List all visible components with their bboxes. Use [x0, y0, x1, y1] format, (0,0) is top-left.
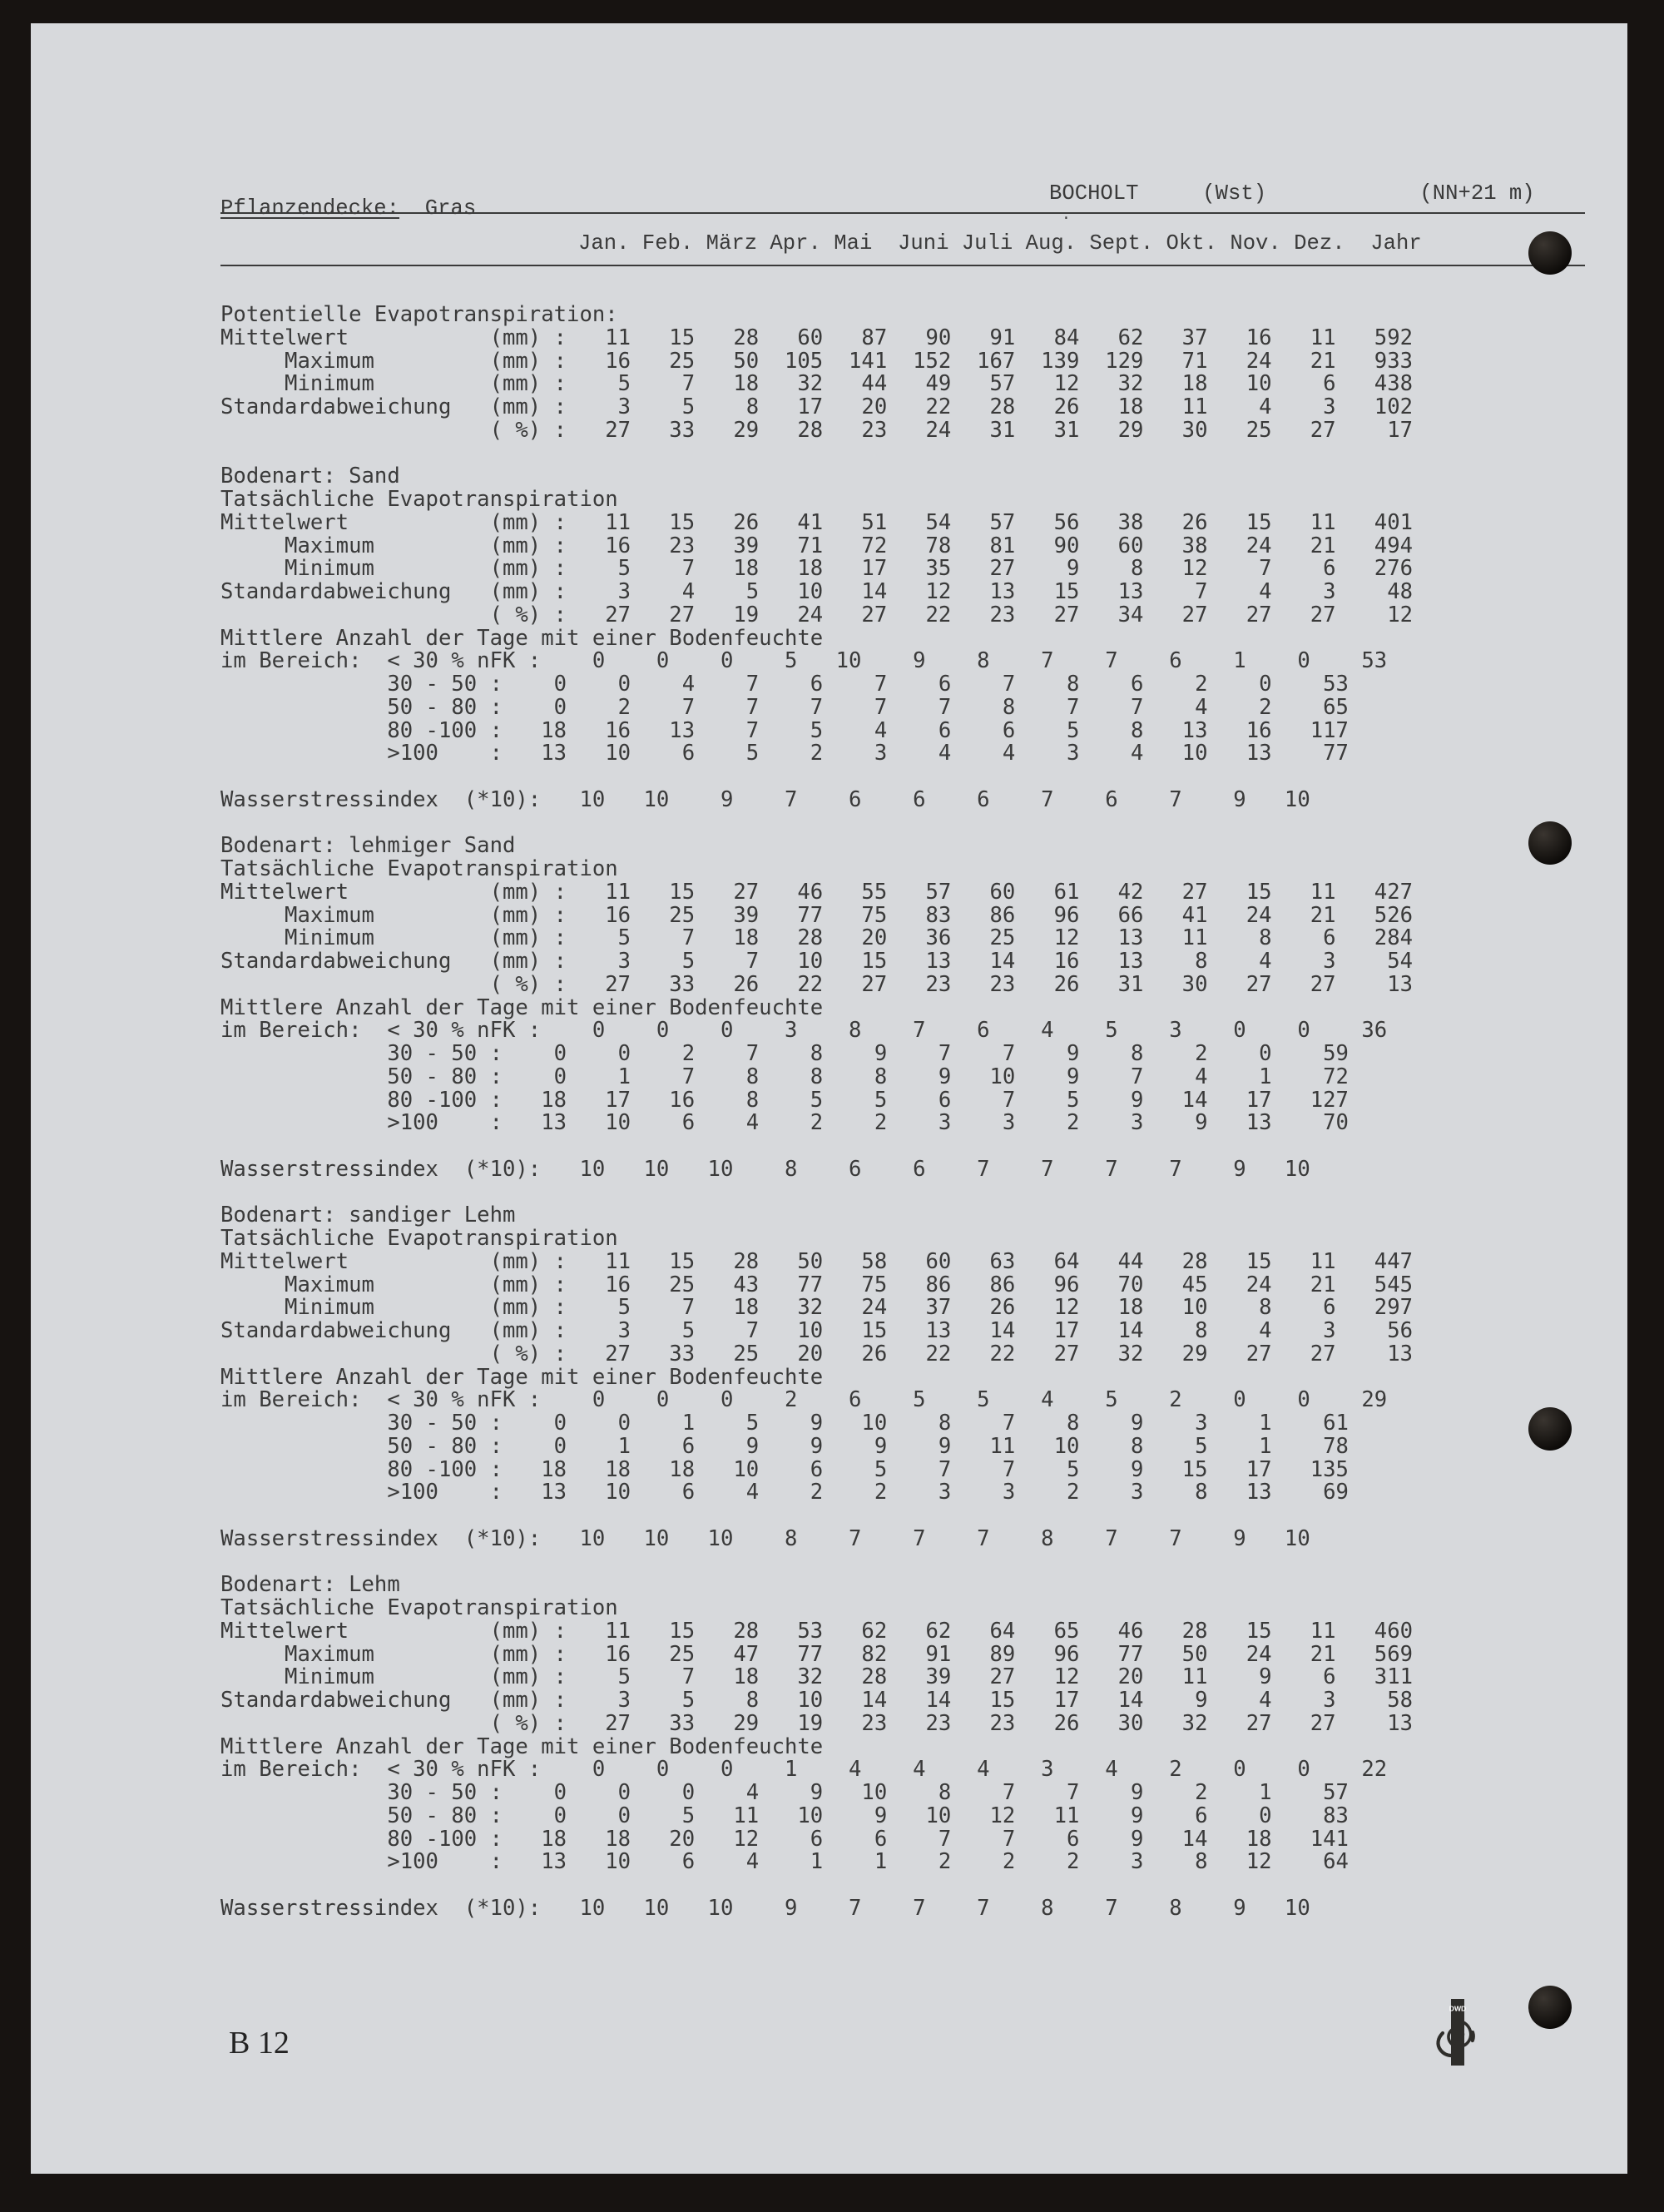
svg-text:DWD: DWD [1449, 2005, 1467, 2013]
